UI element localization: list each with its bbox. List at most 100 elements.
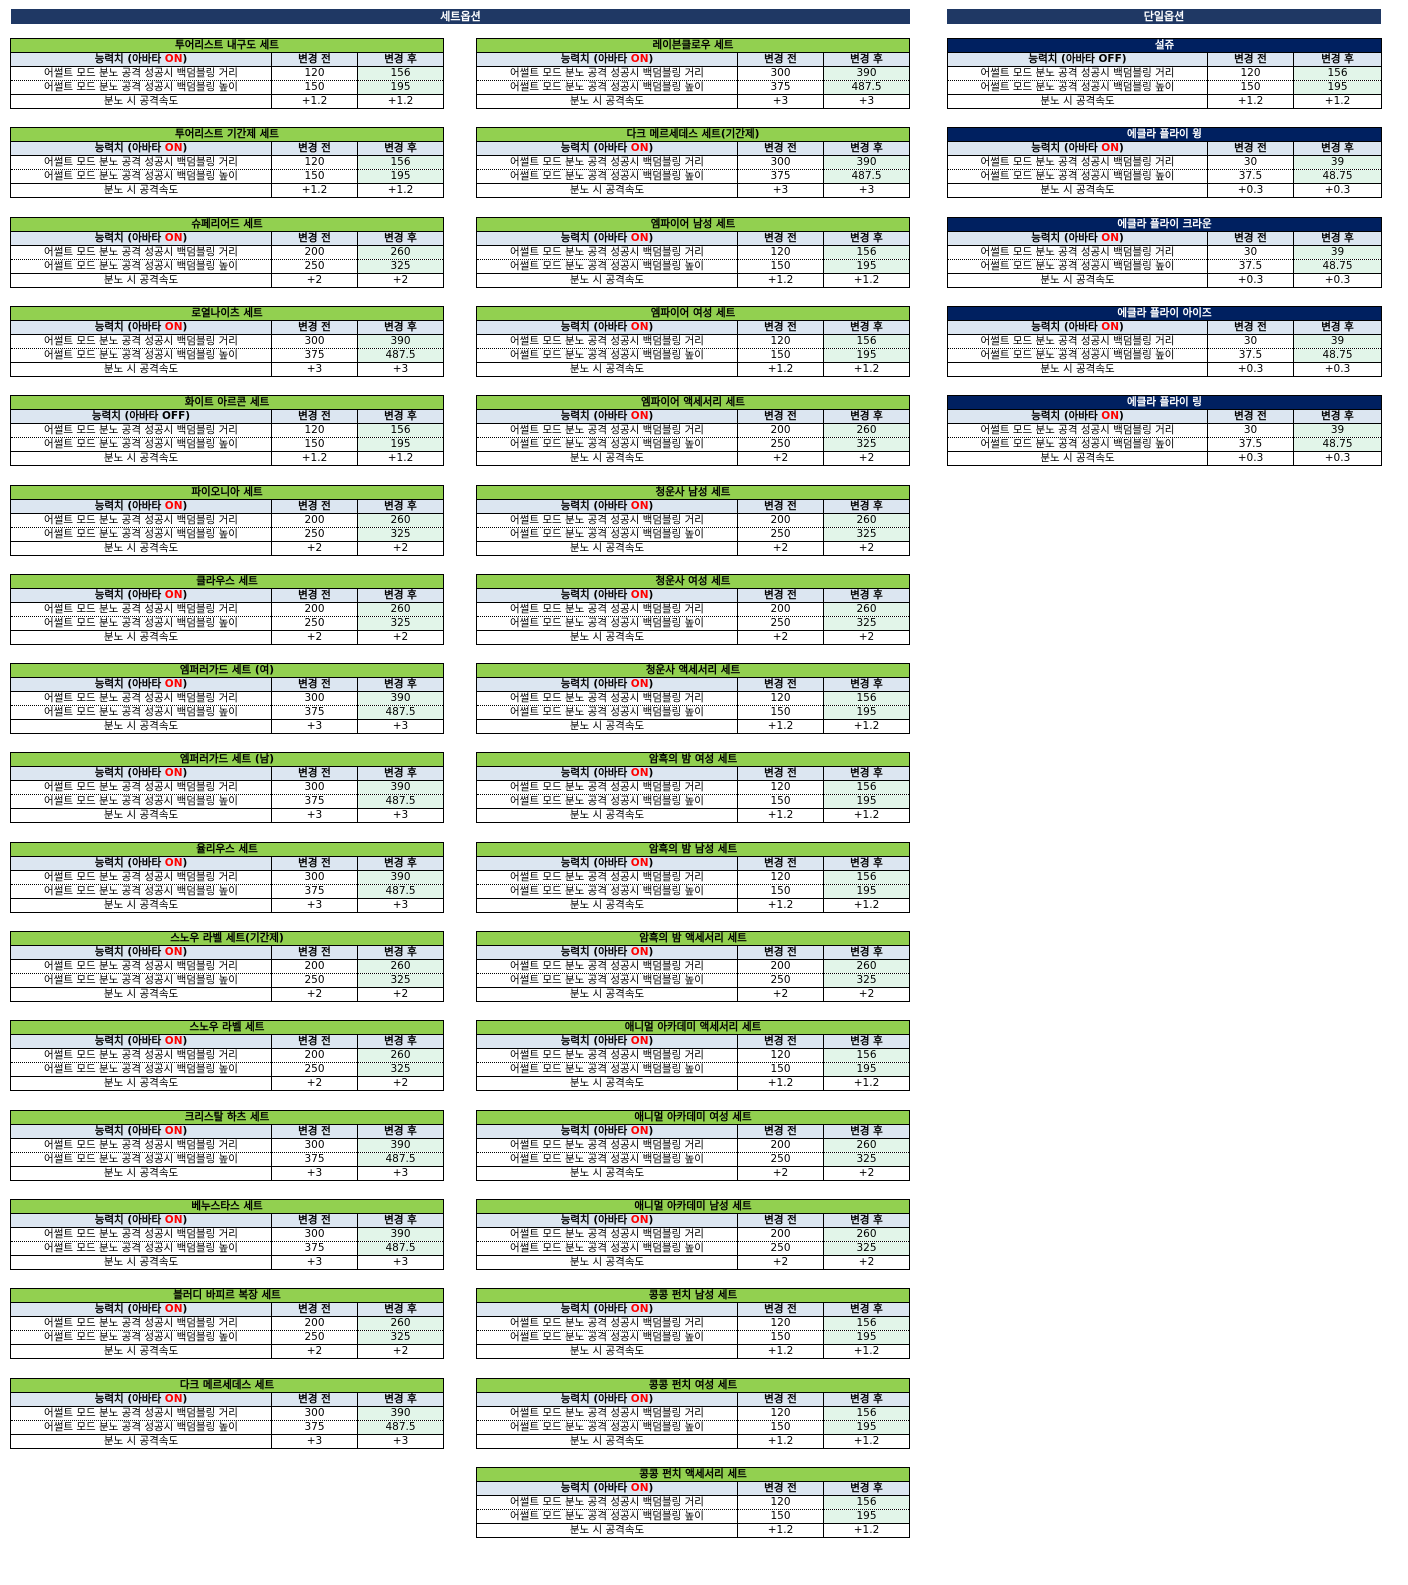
set-title: 투어리스트 내구도 세트 (9, 38, 445, 53)
value-before: 150 (737, 1062, 824, 1077)
value-after: 260 (822, 1138, 911, 1153)
before-header: 변경 전 (271, 231, 358, 246)
table-row: 어썰트 모드 분노 공격 성공시 백덤블링 높이 375 487.5 (10, 348, 444, 363)
stat-name: 분노 시 공격속도 (476, 362, 738, 377)
set-title: 엠파이어 여성 세트 (476, 306, 910, 321)
value-after: +1.2 (822, 719, 911, 734)
option-table: 에클라 플라이 아이즈 능력치 (아바타 ON) 변경 전 변경 후 어썰트 모드 분노… (946, 306, 1383, 377)
value-after: +3 (356, 1434, 445, 1449)
value-before: 120 (737, 1048, 824, 1063)
table-header-row: 능력치 (아바타 OFF) 변경 전 변경 후 (947, 52, 1383, 67)
stat-header: 능력치 (아바타 ON) (10, 1213, 272, 1228)
stat-name: 어썰트 모드 분노 공격 성공시 백덤블링 높이 (10, 1152, 272, 1167)
after-header: 변경 후 (1292, 320, 1383, 335)
stat-name: 어썰트 모드 분노 공격 성공시 백덤블링 거리 (476, 1138, 738, 1153)
stat-suffix: ) (648, 1035, 654, 1048)
stat-name: 분노 시 공격속도 (476, 94, 738, 109)
value-before: +3 (271, 1434, 358, 1449)
stat-header: 능력치 (아바타 ON) (476, 856, 738, 871)
table-row: 분노 시 공격속도 +3 +3 (10, 1166, 444, 1181)
before-header: 변경 전 (271, 588, 358, 603)
table-row: 어썰트 모드 분노 공격 성공시 백덤블링 거리 200 260 (476, 513, 910, 528)
table-header-row: 능력치 (아바타 ON) 변경 전 변경 후 (476, 588, 910, 603)
stat-name: 어썰트 모드 분노 공격 성공시 백덤블링 높이 (10, 437, 272, 452)
table-title-row: 엠파이어 남성 세트 (476, 217, 910, 232)
stat-prefix: 능력치 (아바타 (1028, 53, 1099, 66)
table-row: 분노 시 공격속도 +1.2 +1.2 (476, 719, 911, 734)
table-row: 어썰트 모드 분노 공격 성공시 백덤블링 거리 120 156 (476, 870, 910, 885)
option-table: 에클라 플라이 크라운 능력치 (아바타 ON) 변경 전 변경 후 어썰트 모드 분노… (946, 217, 1383, 288)
value-before: 375 (271, 884, 358, 899)
stat-name: 어썰트 모드 분노 공격 성공시 백덤블링 높이 (476, 169, 738, 184)
table-row: 어썰트 모드 분노 공격 성공시 백덤블링 거리 200 260 (10, 1316, 445, 1331)
stat-prefix: 능력치 (아바타 (1031, 410, 1102, 423)
after-header: 변경 후 (823, 1392, 910, 1407)
table-row: 어썰트 모드 분노 공격 성공시 백덤블링 거리 120 156 (10, 155, 445, 170)
value-before: 120 (737, 691, 824, 706)
stat-prefix: 능력치 (아바타 (560, 946, 631, 959)
table-row: 어썰트 모드 분노 공격 성공시 백덤블링 높이 150 195 (476, 884, 910, 899)
option-table: 콩콩 펀치 남성 세트 능력치 (아바타 ON) 변경 전 변경 후 어썰트 모드 분노… (476, 1288, 910, 1359)
table-row: 분노 시 공격속도 +2 +2 (10, 1076, 444, 1091)
before-header: 변경 전 (271, 1213, 358, 1228)
before-header: 변경 전 (737, 1481, 824, 1496)
stat-name: 어썰트 모드 분노 공격 성공시 백덤블링 높이 (476, 1062, 738, 1077)
value-after: 487.5 (357, 794, 444, 809)
stat-name: 분노 시 공격속도 (476, 719, 738, 734)
stat-name: 분노 시 공격속도 (476, 1523, 738, 1538)
stat-header: 능력치 (아바타 ON) (10, 766, 272, 781)
value-after: 156 (356, 66, 445, 81)
value-after: +3 (357, 898, 444, 913)
value-before: 37.5 (1207, 259, 1294, 274)
avatar-state: ON (630, 589, 649, 602)
stat-name: 분노 시 공격속도 (476, 1344, 738, 1359)
table-row: 어썰트 모드 분노 공격 성공시 백덤블링 높이 250 325 (10, 973, 444, 988)
stat-name: 분노 시 공격속도 (476, 1434, 738, 1449)
stat-name: 어썰트 모드 분노 공격 성공시 백덤블링 거리 (10, 1227, 272, 1242)
stat-prefix: 능력치 (아바타 (560, 410, 631, 423)
stat-suffix: ) (1118, 321, 1124, 334)
value-before: 375 (271, 794, 358, 809)
value-after: +3 (357, 1166, 444, 1181)
table-title-row: 슈페리어드 세트 (10, 217, 444, 232)
value-before: 250 (271, 616, 358, 631)
table-row: 분노 시 공격속도 +0.3 +0.3 (947, 273, 1383, 288)
before-header: 변경 전 (271, 1034, 358, 1049)
stat-name: 분노 시 공격속도 (476, 1166, 738, 1181)
table-row: 분노 시 공격속도 +1.2 +1.2 (476, 1344, 910, 1359)
stat-name: 어썰트 모드 분노 공격 성공시 백덤블링 거리 (947, 423, 1208, 438)
value-before: 150 (737, 1330, 824, 1345)
table-header-row: 능력치 (아바타 ON) 변경 전 변경 후 (10, 1302, 445, 1317)
after-header: 변경 후 (823, 588, 910, 603)
stat-name: 분노 시 공격속도 (10, 630, 272, 645)
stat-suffix: ) (182, 232, 188, 245)
table-row: 분노 시 공격속도 +3 +3 (10, 362, 444, 377)
value-before: 150 (737, 348, 824, 363)
table-row: 어썰트 모드 분노 공격 성공시 백덤블링 거리 120 156 (476, 1316, 910, 1331)
option-table: 레이븐클로우 세트 능력치 (아바타 ON) 변경 전 변경 후 어썰트 모드 분노 공… (476, 38, 910, 109)
value-before: 375 (271, 348, 358, 363)
stat-suffix: ) (648, 678, 654, 691)
value-after: 487.5 (357, 705, 444, 720)
table-row: 어썰트 모드 분노 공격 성공시 백덤블링 거리 300 390 (476, 155, 911, 170)
table-row: 분노 시 공격속도 +1.2 +1.2 (10, 94, 445, 109)
table-row: 어썰트 모드 분노 공격 성공시 백덤블링 높이 150 195 (476, 705, 911, 720)
stat-name: 어썰트 모드 분노 공격 성공시 백덤블링 거리 (476, 602, 738, 617)
stat-header: 능력치 (아바타 ON) (476, 1481, 738, 1496)
after-header: 변경 후 (356, 1302, 445, 1317)
table-row: 어썰트 모드 분노 공격 성공시 백덤블링 높이 150 195 (476, 259, 910, 274)
value-after: 195 (822, 1062, 911, 1077)
value-after: +2 (822, 451, 911, 466)
table-row: 어썰트 모드 분노 공격 성공시 백덤블링 거리 200 260 (476, 602, 910, 617)
value-before: 200 (737, 602, 824, 617)
value-after: 260 (357, 513, 444, 528)
stat-suffix: ) (182, 321, 188, 334)
stat-name: 분노 시 공격속도 (476, 808, 738, 823)
value-after: +3 (357, 1255, 444, 1270)
stat-prefix: 능력치 (아바타 (560, 142, 631, 155)
after-header: 변경 후 (357, 1034, 444, 1049)
stat-name: 어썰트 모드 분노 공격 성공시 백덤블링 높이 (476, 1330, 738, 1345)
value-after: +3 (822, 183, 911, 198)
stat-header: 능력치 (아바타 ON) (476, 409, 738, 424)
stat-name: 어썰트 모드 분노 공격 성공시 백덤블링 높이 (476, 527, 738, 542)
